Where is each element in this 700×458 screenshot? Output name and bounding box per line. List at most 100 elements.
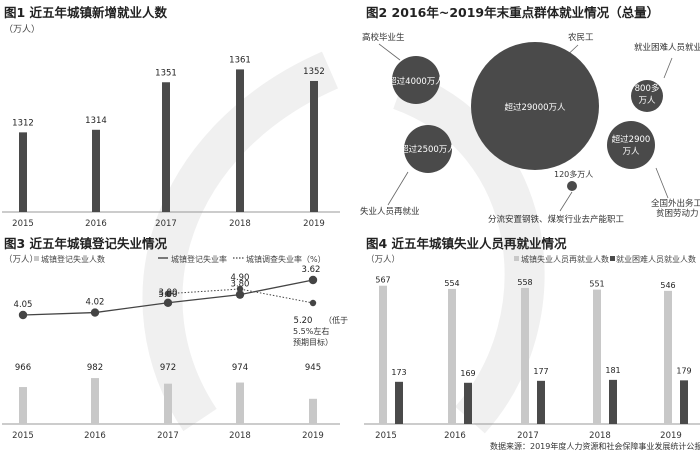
chart3-registered-rate-label-2015: 4.05	[14, 300, 33, 310]
chart1-panel: 图1 近五年城镇新增就业人数 （万人） 1312 1314 1351 1361 1352…	[2, 5, 340, 229]
chart3-bar-2016	[91, 378, 99, 424]
chart1-value-2016: 1314	[85, 116, 107, 126]
group-name-poverty-1: 全国外出务工	[651, 198, 700, 209]
chart2-title: 图2 2016年~2019年末重点群体就业情况（总量）	[366, 5, 659, 20]
chart3-survey-rate-line: 5.00 4.90 5.20	[159, 273, 317, 326]
chart4-label-s2-2018: 181	[605, 366, 620, 375]
chart3-bar-2019	[309, 398, 317, 424]
chart2-panel: 图2 2016年~2019年末重点群体就业情况（总量） 超过4000万人 超过2…	[360, 5, 700, 225]
chart4-bar-s1-2018	[593, 289, 601, 424]
chart3-bar-labels: 966 982 972 974 945	[15, 363, 321, 373]
chart4-label-s1-2019: 546	[660, 281, 675, 290]
chart1-bars	[19, 69, 318, 213]
source-note: 数据来源：2019年度人力资源和社会保障事业发展统计公报	[490, 441, 700, 451]
chart4-bars	[379, 285, 688, 424]
chart4-bar-s1-2019	[664, 290, 672, 424]
chart4-x-2019: 2019	[660, 431, 682, 441]
background-swirl	[142, 51, 545, 434]
group-name-difficult: 就业困难人员就业	[634, 42, 700, 53]
chart1-bar-2015	[19, 132, 27, 212]
chart4-x-2017: 2017	[517, 431, 539, 441]
chart1-title: 图1 近五年城镇新增就业人数	[4, 5, 168, 20]
chart4-x-2016: 2016	[444, 431, 466, 441]
chart4-bar-s2-2015	[395, 381, 403, 424]
group-name-poverty-2: 贫困劳动力	[656, 208, 699, 219]
chart4-legend-s1-swatch	[514, 256, 519, 261]
chart1-x-2016: 2016	[85, 219, 107, 229]
chart3-survey-rate-label-2018: 4.90	[231, 273, 250, 283]
chart3-survey-rate-label-2019: 5.20	[294, 316, 313, 326]
chart4-legend-s1: 城镇失业人员再就业人数	[521, 254, 609, 264]
chart1-bar-2019	[310, 80, 318, 212]
chart4-value-labels: 567 173 554 169 558 177 551 181 546 179	[375, 276, 691, 378]
chart1-x-labels: 2015 2016 2017 2018 2019	[12, 219, 325, 229]
chart3-panel: 图3 近五年城镇登记失业情况 （万人） 城镇登记失业人数 城镇登记失业率 城镇调…	[2, 236, 348, 441]
chart3-x-2017: 2017	[157, 431, 179, 441]
chart1-bar-2017	[162, 82, 170, 212]
chart3-bar-label-2017: 972	[160, 363, 176, 373]
chart3-bar-label-2015: 966	[15, 363, 31, 373]
leader-graduates	[378, 43, 401, 61]
chart4-label-s2-2015: 173	[391, 368, 406, 377]
chart4-x-2018: 2018	[589, 431, 611, 441]
chart4-label-s2-2019: 179	[676, 366, 691, 375]
chart4-label-s2-2016: 169	[460, 369, 475, 378]
chart3-registered-rate-point-2015	[18, 310, 28, 320]
chart3-bar-2018	[236, 382, 244, 424]
leader-steelcoal	[559, 191, 573, 212]
chart3-legend-line2: 城镇调查失业率（%）	[246, 254, 326, 264]
chart2-bubbles	[392, 42, 663, 191]
chart4-label-s1-2015: 567	[375, 276, 390, 285]
chart4-bar-s2-2019	[680, 380, 688, 424]
chart3-registered-rate-point-2018	[235, 290, 245, 299]
chart3-bar-label-2016: 982	[87, 363, 103, 373]
chart4-bar-s2-2018	[609, 379, 617, 424]
chart4-x-labels: 2015 2016 2017 2018 2019	[375, 431, 682, 441]
chart4-label-s1-2016: 554	[444, 279, 459, 288]
leader-poverty	[655, 167, 669, 199]
chart3-x-2016: 2016	[84, 431, 106, 441]
chart3-x-labels: 2015 2016 2017 2018 2019	[12, 431, 324, 441]
chart4-label-s1-2017: 558	[517, 278, 532, 287]
chart1-bar-2016	[92, 129, 100, 212]
chart1-value-2018: 1361	[229, 55, 251, 65]
chart3-bar-2015	[19, 387, 27, 424]
chart1-x-2019: 2019	[303, 219, 325, 229]
chart4-legend-s2-swatch	[610, 256, 615, 261]
bubble-label-migrant: 超过29000万人	[504, 102, 566, 113]
chart3-x-2018: 2018	[229, 431, 251, 441]
chart2-bubble-4	[567, 181, 577, 191]
chart3-survey-rate-point-2018	[236, 285, 244, 293]
group-name-steelcoal-value: 120多万人	[554, 169, 593, 179]
chart3-bars	[19, 378, 317, 424]
chart2-group-names: 高校毕业生 农民工 就业困难人员就业 失业人员再就业 120多万人 分流安置钢铁…	[360, 32, 700, 225]
chart1-x-2015: 2015	[12, 219, 34, 229]
chart4-label-s1-2018: 551	[589, 280, 604, 289]
chart2-bubble-3	[404, 125, 452, 173]
chart3-bar-label-2018: 974	[232, 363, 248, 373]
chart3-survey-rate-point-2017	[164, 290, 172, 297]
chart1-x-2017: 2017	[155, 219, 177, 229]
chart3-registered-rate-point-2016	[90, 308, 100, 317]
chart4-unit: （万人）	[366, 254, 400, 265]
chart3-note: （低于 5.5%左右 预期目标）	[293, 315, 348, 347]
bubble-label-difficult-2: 万人	[638, 96, 656, 106]
chart3-registered-rate-label-2018: 3.80	[231, 280, 250, 290]
chart4-bar-s2-2016	[464, 382, 472, 424]
group-name-steelcoal: 分流安置钢铁、煤炭行业去产能职工	[488, 214, 625, 225]
bubble-label-graduates: 超过4000万人	[388, 76, 444, 87]
leader-unemployed	[387, 171, 409, 206]
chart4-label-s2-2017: 177	[533, 367, 548, 376]
chart3-note-line3: 预期目标）	[293, 337, 333, 347]
chart4-title: 图4 近五年城镇失业人员再就业情况	[366, 236, 567, 251]
chart1-x-2018: 2018	[229, 219, 251, 229]
chart2-bubble-1	[471, 42, 599, 170]
chart2-bubble-5	[607, 121, 655, 169]
chart3-x-2019: 2019	[302, 431, 324, 441]
chart3-survey-rate-path	[167, 288, 314, 304]
group-name-graduates: 高校毕业生	[362, 32, 405, 43]
chart4-bar-s1-2017	[521, 287, 529, 424]
leader-difficult	[663, 57, 673, 79]
chart3-note-line1: （低于	[324, 315, 348, 325]
chart3-note-line2: 5.5%左右	[293, 326, 329, 336]
